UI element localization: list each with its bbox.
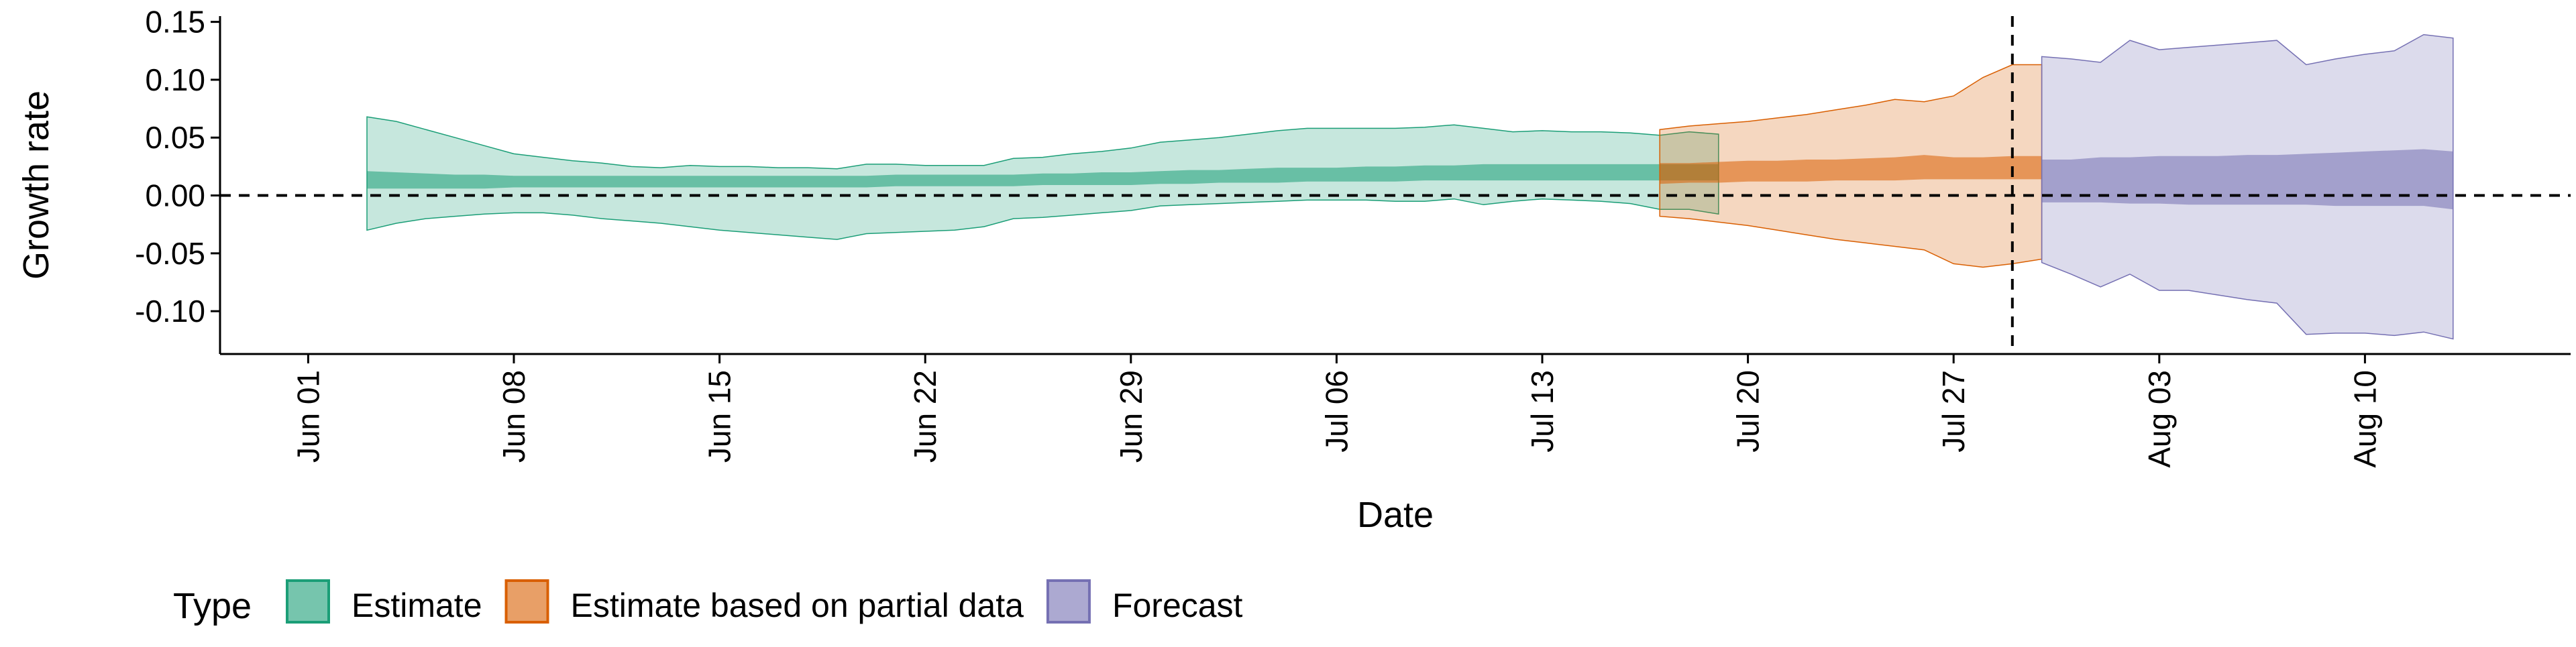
legend-label-estimate-based-on-partial-data: Estimate based on partial data [571,587,1024,624]
y-ticks: -0.10 -0.05 0.00 0.05 0.10 0.15 [135,5,220,329]
band-inner-estimate [367,164,1719,189]
band-inner-estimate-based-on-partial-data [1660,155,2042,184]
legend: Type Estimate Estimate based on partial d… [173,579,1243,626]
legend-swatch-estimate [286,579,330,624]
x-tick-label: Jun 22 [908,370,943,463]
y-tick-label: -0.05 [135,236,205,271]
legend-swatch-forecast [1046,579,1091,624]
legend-label-estimate: Estimate [352,587,482,624]
axes [219,16,2571,355]
y-tick-label: 0.00 [145,178,205,213]
y-tick-label: 0.05 [145,120,205,155]
legend-label-forecast: Forecast [1112,587,1243,624]
y-tick-label: -0.10 [135,294,205,329]
x-axis-title: Date [1357,495,1434,535]
x-tick-label: Jun 08 [496,370,531,463]
x-tick-label: Jun 29 [1114,370,1148,463]
reference-lines [220,16,2571,354]
x-tick-label: Jul 13 [1525,370,1560,453]
y-axis-title: Growth rate [16,91,56,280]
x-tick-label: Aug 03 [2142,370,2177,468]
y-tick-label: 0.10 [145,62,205,97]
x-tick-label: Jul 06 [1319,370,1354,453]
x-tick-label: Jul 27 [1936,370,1971,453]
x-tick-label: Jul 20 [1731,370,1766,453]
bands-layer [366,34,2454,340]
band-inner-forecast [2041,149,2453,210]
x-tick-label: Jun 01 [290,370,325,463]
x-tick-label: Aug 10 [2347,370,2382,468]
x-tick-label: Jun 15 [702,370,737,463]
y-tick-label: 0.15 [145,5,205,40]
x-ticks: Jun 01 Jun 08 Jun 15 Jun 22 Jun 29 Jul 06 Jul … [290,354,2382,468]
legend-swatch-estimate-based-on-partial-data [504,579,549,624]
legend-title: Type [173,586,252,626]
